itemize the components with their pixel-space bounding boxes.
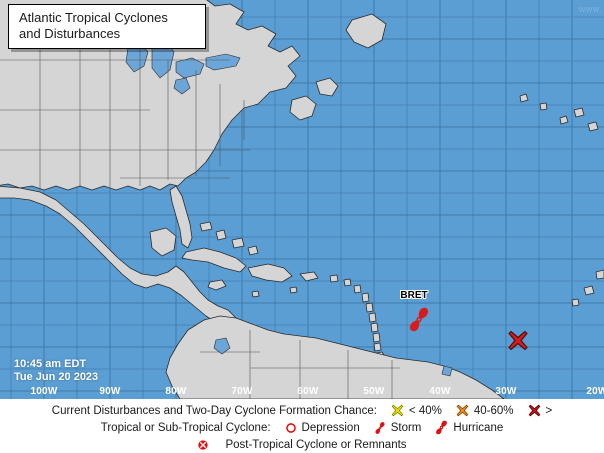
legend-item-storm: Storm xyxy=(374,421,422,435)
longitude-label: 30W xyxy=(495,386,517,397)
legend-formation-chance-label: Current Disturbances and Two-Day Cyclone… xyxy=(51,404,377,417)
legend-item-hurricane: Hurricane xyxy=(435,420,503,435)
atlantic-basin-map[interactable]: 100W 90W 80W 70W 60W 50W 40W 30W 20W www… xyxy=(0,0,604,399)
legend-item-low-chance: < 40% xyxy=(391,404,442,417)
advisory-time: 10:45 am EDT xyxy=(14,358,87,370)
depression-icon xyxy=(285,422,297,434)
longitude-label: 60W xyxy=(297,386,319,397)
hurricane-icon xyxy=(435,420,448,435)
eastern-atlantic-islands xyxy=(519,93,604,307)
legend-hurricane-label: Hurricane xyxy=(453,421,504,434)
x-high-icon xyxy=(528,404,541,417)
longitude-label: 20W xyxy=(586,386,604,397)
hurricane-icon[interactable] xyxy=(407,307,431,338)
post-tropical-icon xyxy=(197,439,209,451)
legend-row-post-tropical: Post-Tropical Cyclone or Remnants xyxy=(0,436,604,453)
legend-storm-label: Storm xyxy=(390,421,422,434)
storm-icon xyxy=(374,421,386,435)
storm-label-bret: BRET xyxy=(400,290,428,301)
disturbance-marker-high-chance[interactable] xyxy=(507,330,529,357)
map-title-line2: and Disturbances xyxy=(19,26,121,41)
legend-row-cyclone-types: Tropical or Sub-Tropical Cyclone: Depres… xyxy=(0,419,604,436)
legend-item-medium-chance: 40-60% xyxy=(456,404,514,417)
south-america-landmass xyxy=(165,315,505,399)
advisory-date: Tue Jun 20 2023 xyxy=(14,371,99,383)
legend-item-high-chance: > xyxy=(528,404,553,417)
website-watermark: www. xyxy=(578,4,602,14)
legend-low-chance-label: < 40% xyxy=(408,404,442,417)
map-title-box: Atlantic Tropical Cyclones and Disturban… xyxy=(8,4,206,49)
x-low-icon xyxy=(391,404,404,417)
longitude-label: 80W xyxy=(165,386,187,397)
map-title-line1: Atlantic Tropical Cyclones xyxy=(19,10,168,25)
legend-cyclone-type-label: Tropical or Sub-Tropical Cyclone: xyxy=(100,421,271,434)
longitude-label: 100W xyxy=(30,386,58,397)
legend-item-depression: Depression xyxy=(285,422,360,434)
advisory-timestamp: 10:45 am EDT Tue Jun 20 2023 xyxy=(14,358,98,384)
longitude-label: 40W xyxy=(429,386,451,397)
caribbean-islands xyxy=(181,221,387,362)
longitude-label: 50W xyxy=(363,386,385,397)
longitude-label: 90W xyxy=(99,386,121,397)
legend-item-post-tropical: Post-Tropical Cyclone or Remnants xyxy=(197,438,407,451)
map-legend: Current Disturbances and Two-Day Cyclone… xyxy=(0,399,604,453)
legend-post-tropical-label: Post-Tropical Cyclone or Remnants xyxy=(225,438,407,451)
longitude-label: 70W xyxy=(231,386,253,397)
legend-high-chance-label: > xyxy=(545,404,553,417)
x-medium-icon xyxy=(456,404,469,417)
legend-depression-label: Depression xyxy=(301,421,360,434)
legend-row-formation-chance: Current Disturbances and Two-Day Cyclone… xyxy=(0,402,604,419)
legend-medium-chance-label: 40-60% xyxy=(473,404,514,417)
